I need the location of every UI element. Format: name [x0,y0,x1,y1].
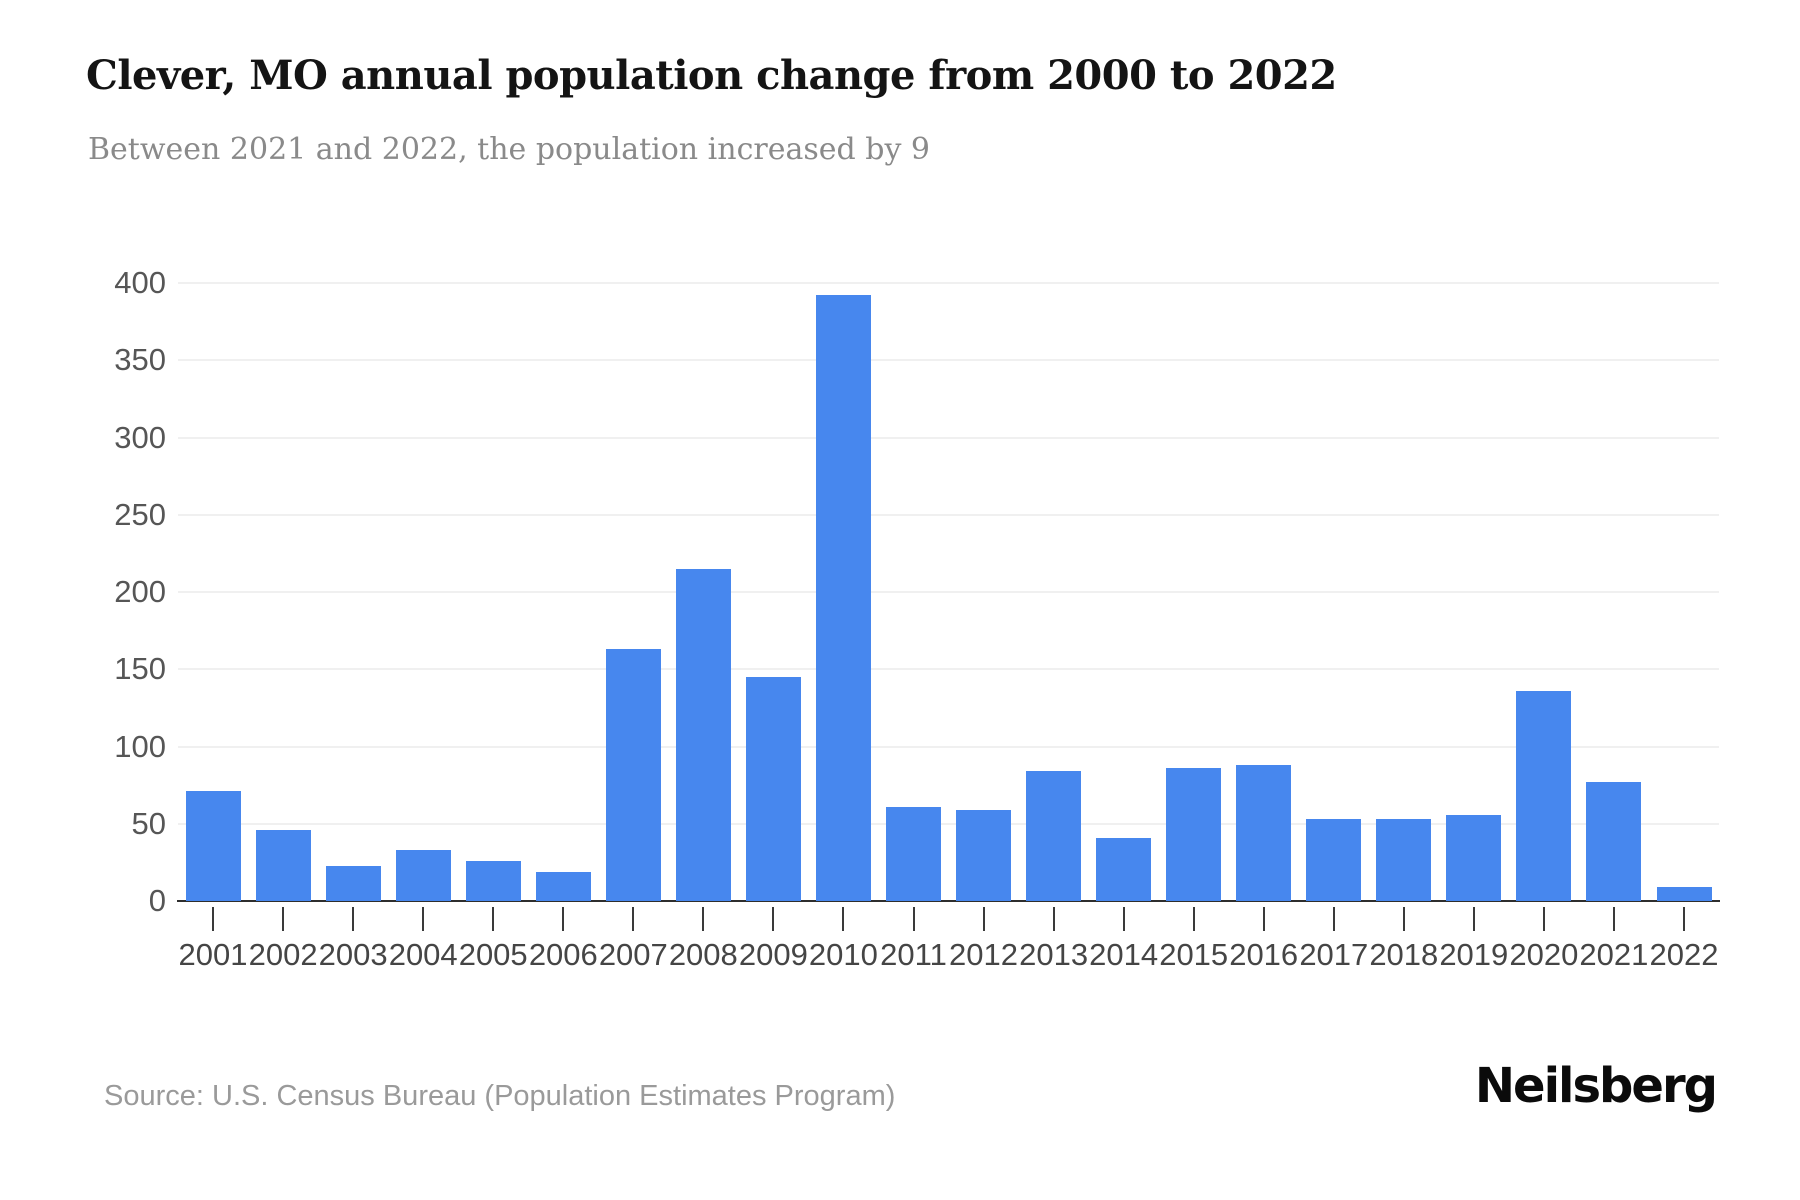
x-axis-tick-label: 2020 [1509,937,1579,972]
x-axis-tick [492,907,495,931]
y-axis-tick-label: 100 [114,728,166,764]
y-axis-tick-label: 250 [114,496,166,532]
x-axis-tick-label: 2019 [1439,937,1509,972]
bar-2022[interactable] [1656,887,1712,901]
x-axis-tick [352,907,355,931]
x-axis-tick-label: 2006 [528,937,598,972]
bar-2002[interactable] [255,829,311,901]
x-axis-tick [702,907,705,931]
x-axis-tick [1683,907,1685,931]
x-axis-tick [842,907,845,931]
x-axis-tick [1402,907,1405,931]
x-axis-tick [1192,907,1195,931]
x-axis-tick-label: 2003 [318,937,388,972]
x-axis-tick [212,907,214,931]
bar-2005[interactable] [465,860,521,901]
x-axis-tick-label: 2009 [738,937,808,972]
bar-2001[interactable] [185,791,241,901]
bar-2021[interactable] [1586,782,1642,901]
x-axis-tick [1472,907,1475,931]
x-axis-tick-label: 2005 [458,937,528,972]
x-axis-tick [1262,907,1265,931]
bar-2011[interactable] [886,806,941,901]
x-axis-tick [1612,907,1615,931]
gridline [178,282,1719,284]
x-axis-tick [422,907,425,931]
x-axis-tick-label: 2001 [178,937,248,972]
x-axis-tick [562,907,565,931]
gridline [178,591,1719,593]
x-axis-tick [1122,907,1125,931]
x-axis-tick [632,907,635,931]
bar-2010[interactable] [815,295,871,901]
bar-2003[interactable] [325,865,381,901]
gridline [178,668,1719,671]
gridline [178,513,1719,516]
bar-2004[interactable] [395,850,451,901]
x-axis-tick-label: 2021 [1579,937,1649,972]
y-axis-tick-label: 200 [114,574,166,609]
bar-2015[interactable] [1166,768,1222,901]
bar-2012[interactable] [956,809,1011,901]
bar-2019[interactable] [1446,814,1502,901]
bar-2009[interactable] [745,677,801,901]
bar-2008[interactable] [675,568,731,901]
y-axis-tick-label: 300 [114,419,166,455]
x-axis-tick-label: 2013 [1019,937,1089,972]
x-axis-tick-label: 2002 [248,937,318,972]
gridline [178,436,1719,439]
y-axis-tick-label: 400 [114,265,166,300]
x-axis-tick-label: 2015 [1159,937,1229,972]
x-axis-tick-label: 2004 [388,937,458,972]
gridline [178,745,1719,748]
x-axis-tick-label: 2010 [808,937,878,972]
y-axis-tick-label: 350 [114,342,166,378]
x-axis-tick [912,907,915,931]
bar-2016[interactable] [1236,765,1292,901]
x-axis-tick [772,907,775,931]
bar-2014[interactable] [1096,837,1152,901]
bar-2020[interactable] [1516,690,1572,901]
x-axis-tick [282,907,285,931]
chart-title: Clever, MO annual population change from… [86,52,1337,99]
x-axis-line [177,900,1720,902]
x-axis-tick-label: 2022 [1649,937,1719,972]
x-axis-tick-label: 2011 [880,937,947,972]
x-axis-tick [1332,907,1335,931]
y-axis-tick-label: 150 [114,651,166,687]
x-axis-tick-label: 2012 [949,937,1018,972]
y-axis-tick-label: 0 [148,883,166,918]
x-axis-tick-label: 2008 [668,937,738,972]
bar-2017[interactable] [1306,819,1362,901]
x-axis-tick [1542,907,1545,931]
x-axis-tick-label: 2016 [1229,937,1299,972]
x-axis-tick-label: 2007 [598,937,668,972]
bar-2013[interactable] [1026,771,1082,901]
source-note: Source: U.S. Census Bureau (Population E… [104,1080,896,1112]
x-axis-tick-label: 2014 [1089,937,1159,972]
y-axis-tick-label: 50 [131,805,166,841]
x-axis-tick-label: 2018 [1369,937,1439,972]
bar-2006[interactable] [535,871,591,901]
x-axis-tick [1052,907,1055,931]
x-axis-tick [982,907,985,931]
x-axis-tick-label: 2017 [1299,937,1369,972]
bar-2007[interactable] [605,649,661,901]
bar-2018[interactable] [1376,819,1432,901]
gridline [178,822,1719,825]
chart-subtitle: Between 2021 and 2022, the population in… [88,132,931,167]
gridline [178,359,1719,362]
brand-logo: Neilsberg [1474,1058,1718,1114]
